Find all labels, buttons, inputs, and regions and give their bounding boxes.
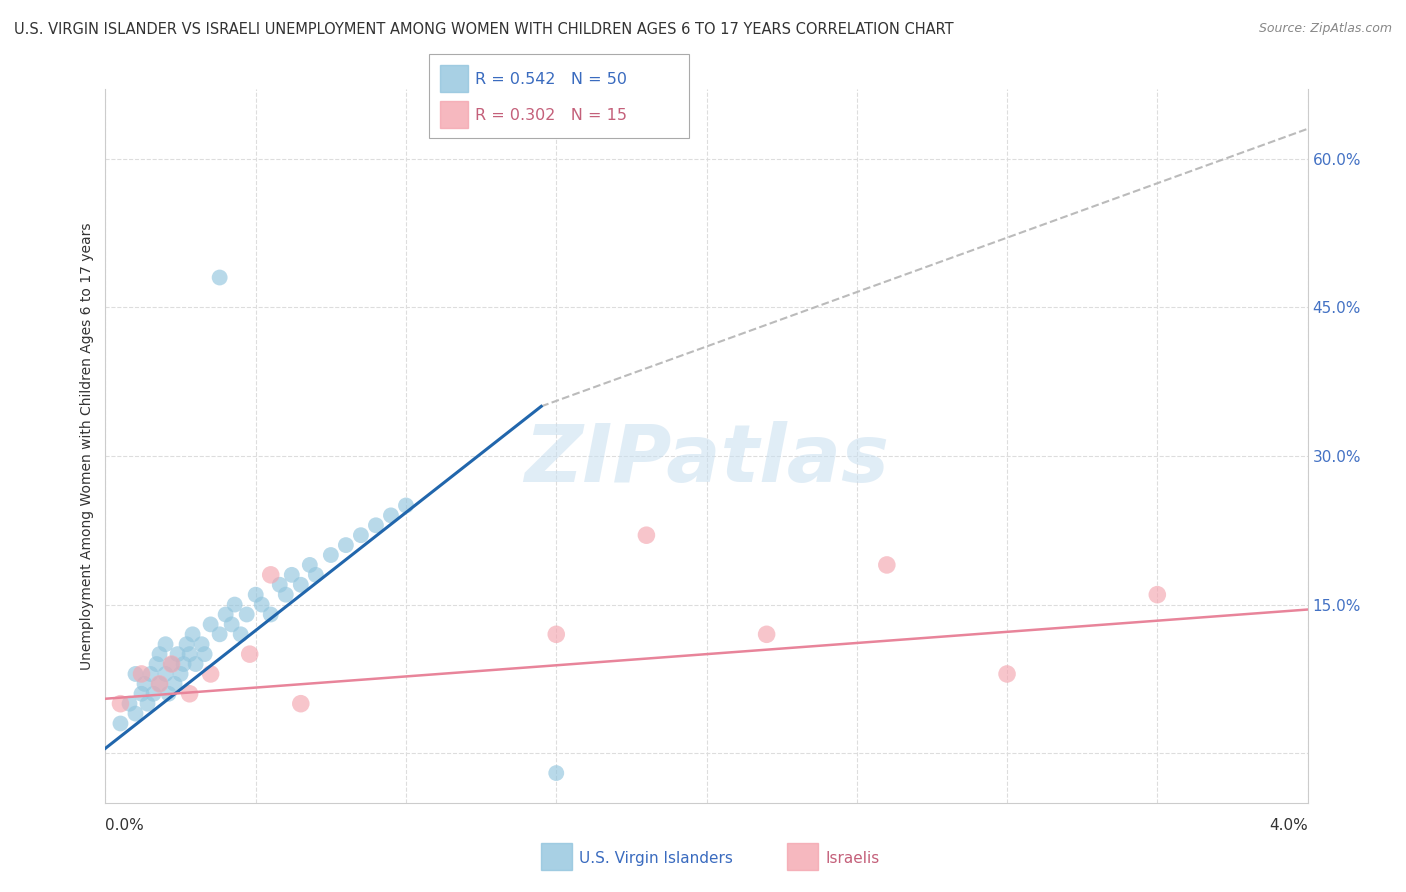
Point bbox=[250, 598, 273, 612]
Point bbox=[124, 706, 146, 721]
Point bbox=[221, 617, 243, 632]
Point bbox=[395, 499, 418, 513]
Text: 0.0%: 0.0% bbox=[105, 818, 145, 832]
Point bbox=[260, 567, 283, 582]
Point bbox=[148, 677, 170, 691]
Point bbox=[235, 607, 257, 622]
Point bbox=[134, 677, 156, 691]
Point bbox=[229, 627, 252, 641]
Point bbox=[335, 538, 357, 552]
Point bbox=[1146, 588, 1168, 602]
Point bbox=[136, 697, 159, 711]
Text: R = 0.302   N = 15: R = 0.302 N = 15 bbox=[475, 108, 627, 122]
Text: 4.0%: 4.0% bbox=[1268, 818, 1308, 832]
Point bbox=[179, 647, 201, 661]
Text: U.S. VIRGIN ISLANDER VS ISRAELI UNEMPLOYMENT AMONG WOMEN WITH CHILDREN AGES 6 TO: U.S. VIRGIN ISLANDER VS ISRAELI UNEMPLOY… bbox=[14, 22, 953, 37]
Point bbox=[118, 697, 141, 711]
Point bbox=[208, 270, 231, 285]
Point bbox=[163, 677, 186, 691]
Point bbox=[755, 627, 778, 641]
Point bbox=[124, 667, 146, 681]
Point bbox=[181, 627, 204, 641]
Point bbox=[239, 647, 262, 661]
Text: ZIPatlas: ZIPatlas bbox=[524, 421, 889, 500]
Text: R = 0.542   N = 50: R = 0.542 N = 50 bbox=[475, 72, 627, 87]
Point bbox=[305, 567, 328, 582]
Point bbox=[350, 528, 373, 542]
Point bbox=[110, 716, 132, 731]
Point bbox=[274, 588, 297, 602]
Point bbox=[380, 508, 402, 523]
Point bbox=[245, 588, 267, 602]
Point bbox=[157, 687, 180, 701]
Point bbox=[169, 667, 191, 681]
Text: Israelis: Israelis bbox=[825, 851, 880, 865]
Point bbox=[208, 627, 231, 641]
Point bbox=[179, 687, 201, 701]
Point bbox=[546, 766, 568, 780]
Point bbox=[876, 558, 898, 572]
Point bbox=[214, 607, 236, 622]
Point bbox=[290, 578, 312, 592]
Point bbox=[995, 667, 1018, 681]
Point bbox=[160, 657, 183, 671]
Point bbox=[364, 518, 387, 533]
Point bbox=[636, 528, 658, 542]
Point bbox=[131, 687, 153, 701]
Point bbox=[194, 647, 217, 661]
Point bbox=[269, 578, 291, 592]
Point bbox=[145, 657, 167, 671]
Point bbox=[173, 657, 195, 671]
Text: Source: ZipAtlas.com: Source: ZipAtlas.com bbox=[1258, 22, 1392, 36]
Point bbox=[176, 637, 198, 651]
Point bbox=[319, 548, 342, 562]
Point bbox=[139, 667, 162, 681]
Point bbox=[142, 687, 165, 701]
Point bbox=[298, 558, 321, 572]
Point bbox=[260, 607, 283, 622]
Point bbox=[184, 657, 207, 671]
Point bbox=[148, 647, 170, 661]
Point bbox=[148, 677, 170, 691]
Point bbox=[110, 697, 132, 711]
Point bbox=[200, 667, 222, 681]
Point bbox=[546, 627, 568, 641]
Point bbox=[290, 697, 312, 711]
Point bbox=[160, 657, 183, 671]
Point bbox=[155, 637, 177, 651]
Point bbox=[190, 637, 212, 651]
Point bbox=[166, 647, 188, 661]
Point bbox=[281, 567, 304, 582]
Point bbox=[155, 667, 177, 681]
Point bbox=[200, 617, 222, 632]
Point bbox=[131, 667, 153, 681]
Point bbox=[224, 598, 246, 612]
Y-axis label: Unemployment Among Women with Children Ages 6 to 17 years: Unemployment Among Women with Children A… bbox=[80, 222, 94, 670]
Text: U.S. Virgin Islanders: U.S. Virgin Islanders bbox=[579, 851, 733, 865]
